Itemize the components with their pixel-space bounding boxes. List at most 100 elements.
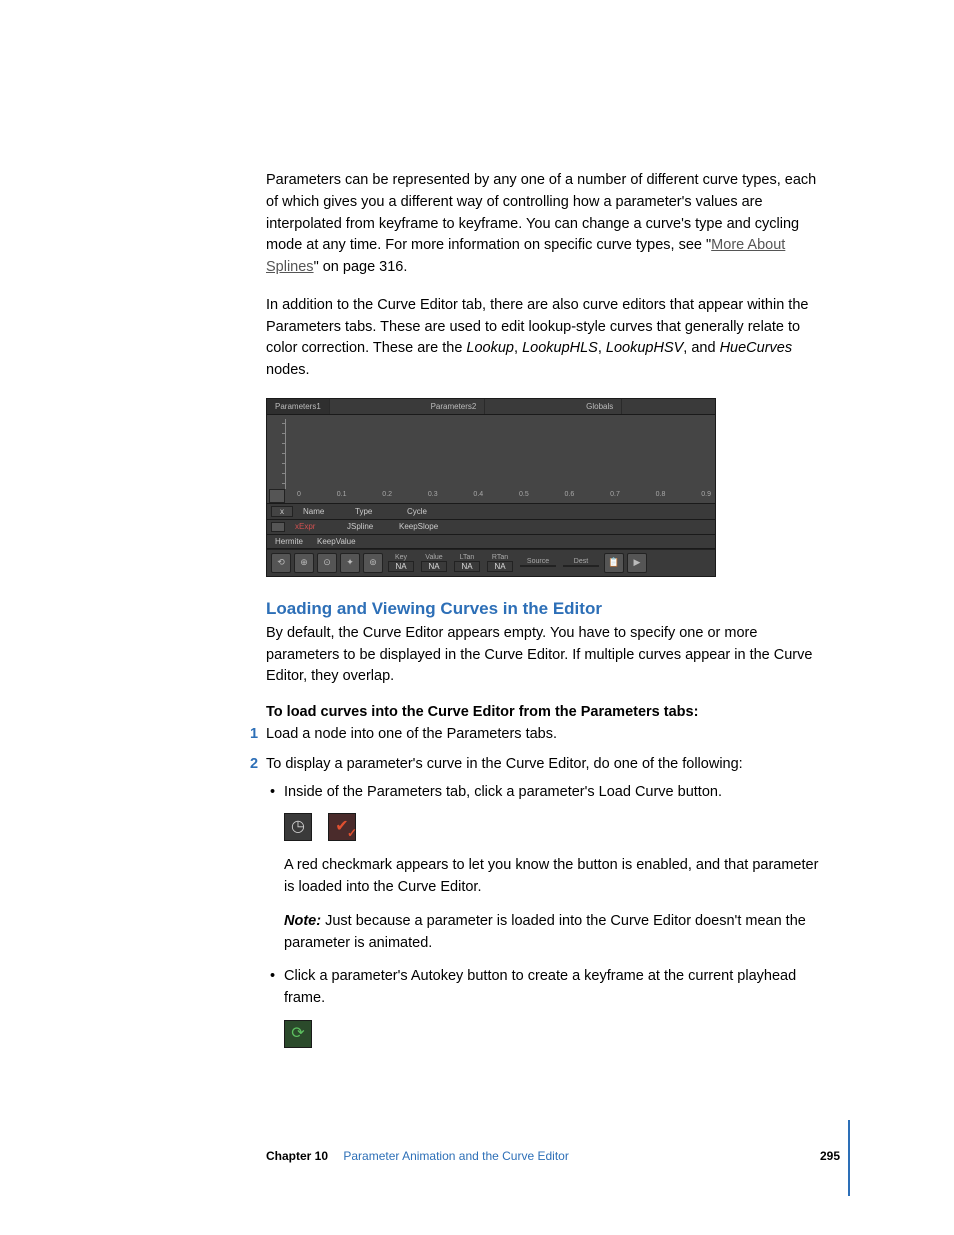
step-1: 1 Load a node into one of the Parameters…	[266, 724, 824, 746]
tab-globals[interactable]: Globals	[578, 399, 622, 414]
para1-text-b: " on page 316.	[314, 259, 408, 275]
page-number: 295	[820, 1149, 840, 1163]
side-rule	[848, 1120, 850, 1196]
col-name: Name	[299, 507, 345, 516]
step-2-bullets: Inside of the Parameters tab, click a pa…	[266, 782, 824, 1048]
curve-editor-screenshot: Parameters1 Parameters2 Globals 0 0.1 0.…	[266, 398, 716, 577]
para2-i3: LookupHSV	[606, 340, 683, 356]
field-key-label: Key	[395, 554, 407, 561]
nav-btn-4[interactable]: ✦	[340, 553, 360, 573]
field-key: Key NA	[388, 554, 414, 572]
paste-btn[interactable]: ▶	[627, 553, 647, 573]
procedure-heading: To load curves into the Curve Editor fro…	[266, 704, 824, 720]
field-rtan-label: RTan	[492, 554, 508, 561]
editor-button-row: ⟲ ⊕ ⊙ ✦ ⊚ Key NA Value NA LTan NA RTan N…	[267, 549, 715, 576]
chapter-title: Parameter Animation and the Curve Editor	[343, 1149, 568, 1163]
icon-row-autokey: ⟳	[284, 1020, 824, 1048]
para2-c: ,	[598, 340, 606, 356]
row-cycle[interactable]: KeepSlope	[395, 522, 461, 531]
nav-btn-3[interactable]: ⊙	[317, 553, 337, 573]
paragraph-1: Parameters can be represented by any one…	[266, 170, 824, 279]
field-key-val[interactable]: NA	[388, 561, 414, 572]
para2-e: nodes.	[266, 362, 310, 378]
nav-btn-5[interactable]: ⊚	[363, 553, 383, 573]
step-2: 2 To display a parameter's curve in the …	[266, 754, 824, 1048]
clock-icon[interactable]: ◷	[284, 813, 312, 841]
curve-table-header: x Name Type Cycle	[267, 504, 715, 520]
row-toggle[interactable]	[271, 522, 285, 532]
para2-i4: HueCurves	[720, 340, 793, 356]
ytick	[282, 423, 286, 424]
field-source-label: Source	[527, 558, 549, 565]
autokey-icon[interactable]: ⟳	[284, 1020, 312, 1048]
after-icons-text: A red checkmark appears to let you know …	[284, 855, 824, 899]
bullet-2-text: Click a parameter's Autokey button to cr…	[284, 968, 796, 1006]
note-text: Just because a parameter is loaded into …	[284, 913, 806, 951]
bullet-1-text: Inside of the Parameters tab, click a pa…	[284, 784, 722, 800]
field-rtan-val[interactable]: NA	[487, 561, 513, 572]
step-2-number: 2	[250, 754, 258, 776]
xtick: 0.6	[565, 491, 575, 503]
copy-btn[interactable]: 📋	[604, 553, 624, 573]
para2-i2: LookupHLS	[522, 340, 598, 356]
curve-table-row[interactable]: xExpr JSpline KeepSlope	[267, 520, 715, 535]
step-1-number: 1	[250, 724, 258, 746]
icon-row-load: ◷ ✔✓	[284, 813, 824, 841]
steps-list: 1 Load a node into one of the Parameters…	[266, 724, 824, 1048]
step-1-text: Load a node into one of the Parameters t…	[266, 726, 557, 742]
xtick: 0.4	[473, 491, 483, 503]
tab-parameters2[interactable]: Parameters2	[423, 399, 486, 414]
page-footer: Chapter 10 Parameter Animation and the C…	[266, 1149, 840, 1163]
field-source: Source	[520, 558, 556, 567]
field-dest-label: Dest	[574, 558, 588, 565]
row-type[interactable]: JSpline	[343, 522, 389, 531]
field-ltan: LTan NA	[454, 554, 480, 572]
row-name: xExpr	[291, 522, 337, 531]
row2-a[interactable]: Hermite	[271, 537, 307, 546]
ytick	[282, 453, 286, 454]
field-rtan: RTan NA	[487, 554, 513, 572]
field-value-val[interactable]: NA	[421, 561, 447, 572]
editor-tabs: Parameters1 Parameters2 Globals	[267, 399, 715, 415]
paragraph-2: In addition to the Curve Editor tab, the…	[266, 295, 824, 382]
field-ltan-val[interactable]: NA	[454, 561, 480, 572]
para2-b: ,	[514, 340, 522, 356]
chapter-label: Chapter 10	[266, 1149, 328, 1163]
ytick	[282, 443, 286, 444]
y-axis	[285, 419, 286, 489]
col-type: Type	[351, 507, 397, 516]
para2-i1: Lookup	[466, 340, 514, 356]
refresh-button[interactable]	[269, 489, 285, 503]
x-axis-labels: 0 0.1 0.2 0.3 0.4 0.5 0.6 0.7 0.8 0.9	[297, 491, 711, 503]
xtick: 0	[297, 491, 301, 503]
field-dest: Dest	[563, 558, 599, 567]
ytick	[282, 473, 286, 474]
footer-left: Chapter 10 Parameter Animation and the C…	[266, 1149, 569, 1163]
xtick: 0.7	[610, 491, 620, 503]
xtick: 0.5	[519, 491, 529, 503]
xtick: 0.1	[337, 491, 347, 503]
col-x: x	[271, 506, 293, 517]
load-curve-icon[interactable]: ✔✓	[328, 813, 356, 841]
red-check-icon: ✓	[347, 824, 357, 842]
field-dest-val[interactable]	[563, 565, 599, 567]
ytick	[282, 483, 286, 484]
bullet-autokey: Click a parameter's Autokey button to cr…	[284, 966, 824, 1048]
xtick: 0.2	[382, 491, 392, 503]
xtick: 0.8	[656, 491, 666, 503]
curve-graph-area: 0 0.1 0.2 0.3 0.4 0.5 0.6 0.7 0.8 0.9	[267, 415, 715, 504]
note-label: Note:	[284, 913, 321, 929]
ytick	[282, 463, 286, 464]
xtick: 0.3	[428, 491, 438, 503]
para2-d: , and	[683, 340, 719, 356]
nav-btn-1[interactable]: ⟲	[271, 553, 291, 573]
section-intro: By default, the Curve Editor appears emp…	[266, 623, 824, 688]
tab-parameters1[interactable]: Parameters1	[267, 399, 330, 414]
field-source-val[interactable]	[520, 565, 556, 567]
row2-b[interactable]: KeepValue	[313, 537, 360, 546]
field-ltan-label: LTan	[460, 554, 475, 561]
field-value: Value NA	[421, 554, 447, 572]
xtick: 0.9	[701, 491, 711, 503]
nav-btn-2[interactable]: ⊕	[294, 553, 314, 573]
col-cycle: Cycle	[403, 507, 469, 516]
